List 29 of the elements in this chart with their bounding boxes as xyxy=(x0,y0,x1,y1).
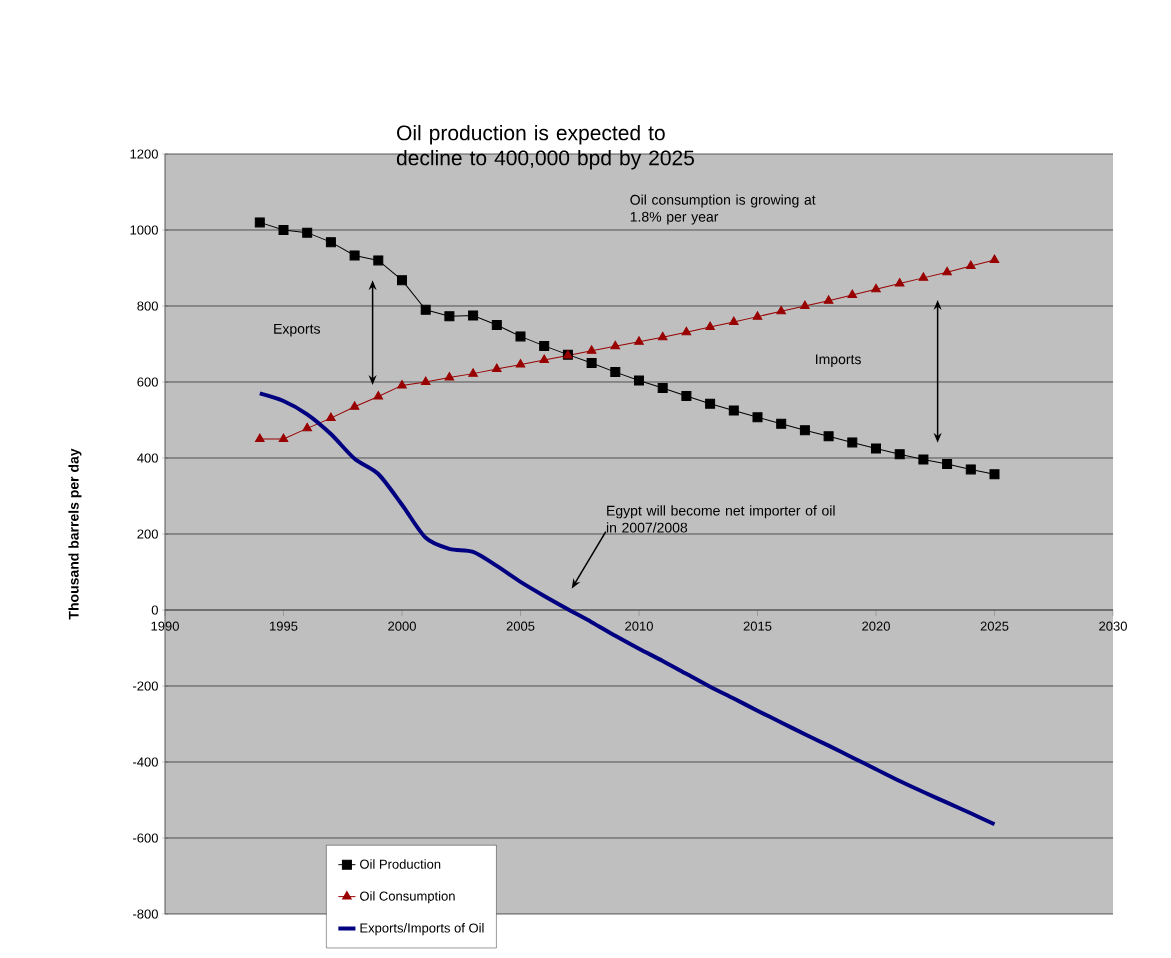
y-tick-label: 0 xyxy=(151,605,158,615)
x-tick-label: 1990 xyxy=(151,621,179,631)
legend-label: Oil Consumption xyxy=(360,891,455,904)
x-tick-label: 2025 xyxy=(980,621,1009,631)
x-tick-label: 2030 xyxy=(1099,621,1127,631)
y-tick-label: -600 xyxy=(133,833,158,843)
y-axis-title: Thousand barrels per day xyxy=(68,448,82,620)
legend-label: Oil Production xyxy=(360,859,441,869)
annotation: Imports xyxy=(816,354,861,367)
x-tick-label: 2020 xyxy=(862,621,890,631)
chart-title: Oil production is expected to decline to 400,000 bpd by 2025 xyxy=(396,124,694,170)
y-tick-label: 400 xyxy=(137,453,158,463)
y-tick-label: -200 xyxy=(133,681,158,691)
y-tick-label: 1000 xyxy=(130,225,158,235)
legend-label: Exports/Imports of Oil xyxy=(360,923,484,936)
y-tick-label: 200 xyxy=(137,529,158,539)
annotation: Exports xyxy=(274,324,320,337)
x-tick-label: 2010 xyxy=(625,621,653,631)
y-tick-label: 600 xyxy=(137,377,158,387)
x-tick-label: 2000 xyxy=(388,621,416,631)
x-tick-label: 2005 xyxy=(506,621,535,631)
annotation: Oil consumption is growing at 1.8% per year xyxy=(630,194,816,225)
x-tick-label: 2015 xyxy=(743,621,772,631)
y-tick-label: 1200 xyxy=(130,149,158,159)
y-tick-label: -400 xyxy=(133,757,158,767)
y-tick-label: -800 xyxy=(133,909,158,919)
y-tick-label: 800 xyxy=(137,301,158,311)
annotation: Egypt will become net importer of oil in 2007/2008 xyxy=(606,505,835,533)
x-tick-label: 1995 xyxy=(270,621,298,631)
